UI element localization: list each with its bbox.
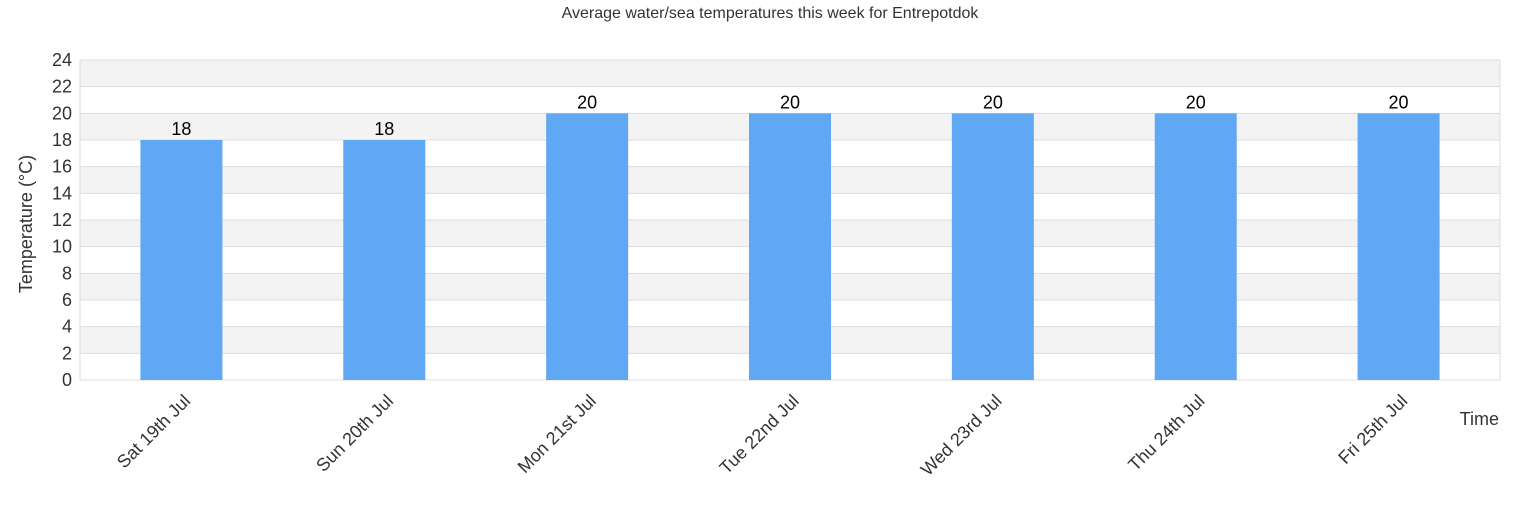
bar xyxy=(951,113,1034,380)
y-tick-label: 6 xyxy=(62,290,72,310)
x-tick-label: Mon 21st Jul xyxy=(514,391,600,477)
bars xyxy=(140,113,1440,380)
x-tick-label: Wed 23rd Jul xyxy=(917,391,1006,480)
data-label: 18 xyxy=(171,119,191,139)
x-tick-label: Thu 24th Jul xyxy=(1124,391,1208,475)
y-tick-label: 20 xyxy=(52,103,72,123)
y-tick-label: 12 xyxy=(52,210,72,230)
y-tick-label: 0 xyxy=(62,370,72,390)
x-tick-label: Fri 25th Jul xyxy=(1334,391,1411,468)
bar xyxy=(1357,113,1440,380)
chart-title: Average water/sea temperatures this week… xyxy=(562,5,980,22)
y-tick-label: 18 xyxy=(52,130,72,150)
y-tick-label: 10 xyxy=(52,237,72,257)
data-label: 20 xyxy=(983,92,1003,112)
y-tick-label: 22 xyxy=(52,77,72,97)
y-axis-title: Temperature (°C) xyxy=(16,155,36,293)
gridlines xyxy=(79,59,1501,381)
bar xyxy=(140,140,223,380)
x-tick-label: Sat 19th Jul xyxy=(113,391,194,472)
data-label: 20 xyxy=(780,92,800,112)
y-tick-label: 8 xyxy=(62,263,72,283)
x-tick-label: Sun 20th Jul xyxy=(312,391,397,476)
y-tick-label: 16 xyxy=(52,157,72,177)
y-tick-label: 14 xyxy=(52,183,72,203)
y-tick-label: 2 xyxy=(62,343,72,363)
grid-band xyxy=(80,86,1500,114)
bar xyxy=(749,113,831,380)
data-label: 20 xyxy=(1389,92,1409,112)
y-tick-label: 24 xyxy=(52,50,72,70)
bar xyxy=(1154,113,1237,380)
bar xyxy=(546,113,629,380)
x-axis-ticks: Sat 19th Jul Sun 20th Jul Mon 21st Jul Tue … xyxy=(113,391,1412,480)
data-label: 20 xyxy=(1186,92,1206,112)
data-label: 20 xyxy=(577,92,597,112)
data-labels: 18 18 20 20 20 20 20 xyxy=(171,92,1408,139)
grid-band xyxy=(80,60,1500,87)
bar xyxy=(343,140,426,380)
data-label: 18 xyxy=(374,119,394,139)
x-tick-label: Tue 22nd Jul xyxy=(716,391,803,478)
x-axis-title: Time xyxy=(1460,409,1499,429)
y-tick-label: 4 xyxy=(62,317,72,337)
